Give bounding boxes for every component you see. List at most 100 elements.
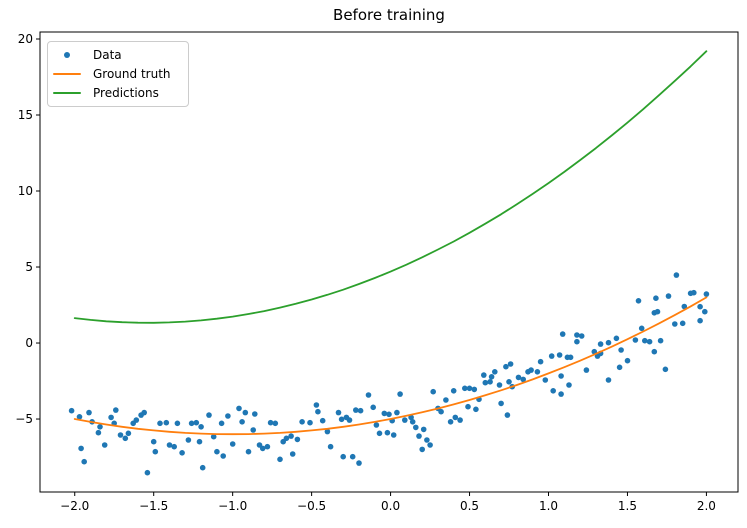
data-point [252, 411, 258, 417]
data-point [239, 419, 245, 425]
y-tick-label: 0 [25, 336, 33, 350]
data-point [141, 409, 147, 416]
data-point [520, 376, 526, 383]
data-point [583, 367, 590, 373]
data-point [430, 388, 437, 395]
data-point [632, 337, 639, 343]
data-point [605, 339, 612, 346]
data-point [206, 412, 212, 418]
data-point [420, 426, 427, 433]
y-tick-label: 15 [18, 108, 33, 122]
data-point [567, 354, 574, 361]
data-point [507, 361, 514, 367]
data-point [78, 445, 84, 452]
x-tick-label: 0.5 [460, 499, 479, 513]
data-point [68, 407, 75, 414]
data-point [242, 409, 249, 416]
data-point [294, 436, 301, 443]
data-point [122, 435, 129, 442]
data-point [691, 289, 697, 296]
data-point [171, 443, 177, 450]
line-swatch [53, 92, 81, 95]
x-tick-label: −1.0 [218, 499, 247, 513]
data-point [646, 338, 653, 345]
data-point [450, 388, 457, 394]
data-point [481, 372, 487, 378]
data-point [506, 379, 512, 385]
data-point [218, 420, 225, 427]
data-point [283, 435, 290, 442]
data-point [653, 295, 659, 302]
data-point [597, 341, 604, 347]
data-point [471, 386, 478, 393]
data-point [559, 331, 566, 337]
data-point [229, 441, 236, 447]
data-point [210, 433, 217, 440]
data-point [394, 409, 400, 416]
data-point [466, 385, 473, 392]
data-point [101, 442, 108, 448]
data-point [462, 385, 468, 392]
data-point [381, 410, 388, 417]
data-point [447, 419, 454, 425]
data-point [188, 420, 195, 427]
data-point [482, 379, 489, 386]
data-point [166, 442, 173, 448]
data-point [236, 405, 242, 412]
data-point [574, 332, 580, 338]
data-point [319, 417, 326, 424]
data-point [97, 424, 103, 430]
data-point [198, 424, 204, 430]
ground-truth-line-icon [53, 72, 81, 75]
data-point [443, 397, 449, 403]
data-point [349, 453, 356, 460]
data-point [408, 414, 414, 421]
data-point [338, 416, 345, 423]
data-point [618, 347, 624, 353]
data-point [370, 404, 377, 411]
data-point [376, 430, 383, 437]
data-point [409, 419, 416, 425]
data-point [402, 417, 408, 423]
data-point [496, 382, 503, 388]
data-point [665, 293, 672, 299]
data-point [307, 419, 313, 426]
data-point [193, 419, 200, 426]
dot-swatch [64, 51, 70, 58]
data-point [558, 373, 564, 379]
data-point [605, 377, 612, 383]
legend: Data Ground truth Predictions [47, 41, 189, 107]
data-point [574, 338, 580, 345]
data-point [504, 412, 511, 418]
data-point [86, 409, 92, 416]
data-point [550, 388, 556, 394]
data-point [487, 379, 493, 385]
data-point [556, 352, 563, 358]
data-point [657, 337, 664, 344]
data-point [95, 429, 102, 436]
data-point [642, 337, 648, 344]
data-point [673, 272, 680, 278]
data-point [108, 414, 114, 421]
legend-label: Ground truth [93, 66, 171, 81]
y-tick-label: −5 [15, 412, 33, 426]
data-point [346, 417, 353, 423]
data-point [651, 348, 658, 355]
data-point [681, 303, 688, 310]
data-point [697, 303, 703, 310]
data-point [117, 432, 124, 438]
data-point [416, 433, 422, 439]
data-point [413, 424, 419, 431]
y-tick-label: 5 [25, 260, 33, 274]
data-point [515, 374, 522, 381]
data-point [335, 409, 342, 416]
data-point [220, 453, 226, 459]
data-point [654, 308, 661, 315]
x-tick-label: 1.5 [618, 499, 637, 513]
x-tick-label: 1.0 [539, 499, 558, 513]
x-tick-label: −0.5 [297, 499, 326, 513]
data-point [424, 437, 430, 443]
data-point [386, 411, 392, 418]
